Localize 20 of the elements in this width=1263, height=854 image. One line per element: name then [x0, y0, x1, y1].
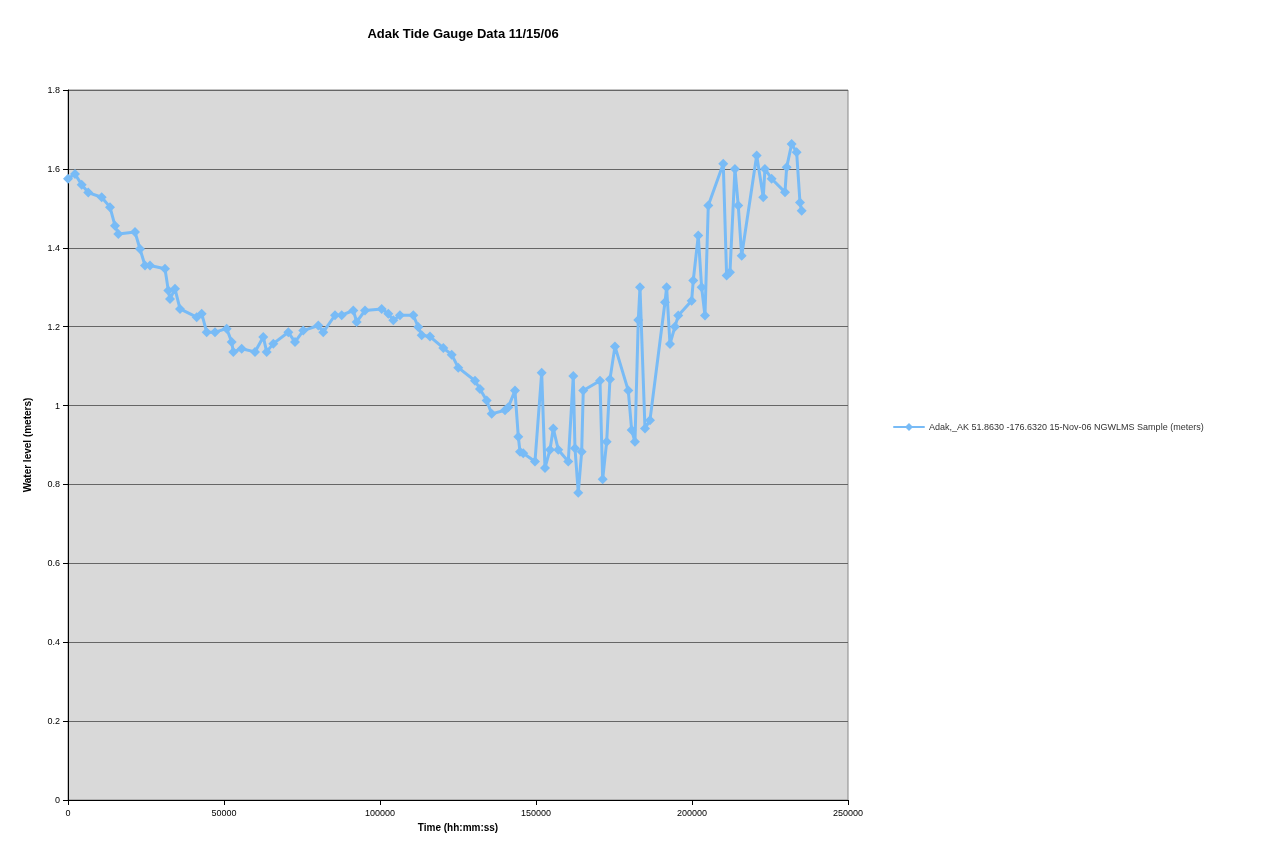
x-tick-label: 0	[65, 807, 71, 818]
y-axis-title: Water level (meters)	[21, 397, 33, 493]
chart-title: Adak Tide Gauge Data 11/15/06	[367, 26, 559, 41]
y-tick-label: 0.2	[47, 716, 60, 727]
x-tick-label: 150000	[520, 807, 552, 818]
x-tick-label: 100000	[364, 807, 396, 818]
y-tick-label: 0	[54, 795, 60, 805]
x-tick-label: 250000	[832, 807, 864, 818]
y-tick-label: 1.4	[47, 242, 60, 253]
x-tick-label: 50000	[211, 807, 237, 818]
y-tick-label: 0.4	[47, 637, 60, 648]
y-tick-label: 0.8	[47, 479, 60, 490]
y-tick-label: 1.2	[47, 321, 60, 332]
x-tick-label: 200000	[676, 807, 708, 818]
y-tick-label: 1.6	[47, 163, 60, 174]
y-tick-label: 1	[54, 400, 60, 411]
x-axis-title: Time (hh:mm:ss)	[417, 821, 499, 833]
legend-label: Adak,_AK 51.8630 -176.6320 15-Nov-06 NGWLMS Sample (meters)	[929, 422, 1204, 432]
y-tick-label: 1.8	[47, 85, 60, 95]
y-tick-label: 0.6	[47, 558, 60, 569]
